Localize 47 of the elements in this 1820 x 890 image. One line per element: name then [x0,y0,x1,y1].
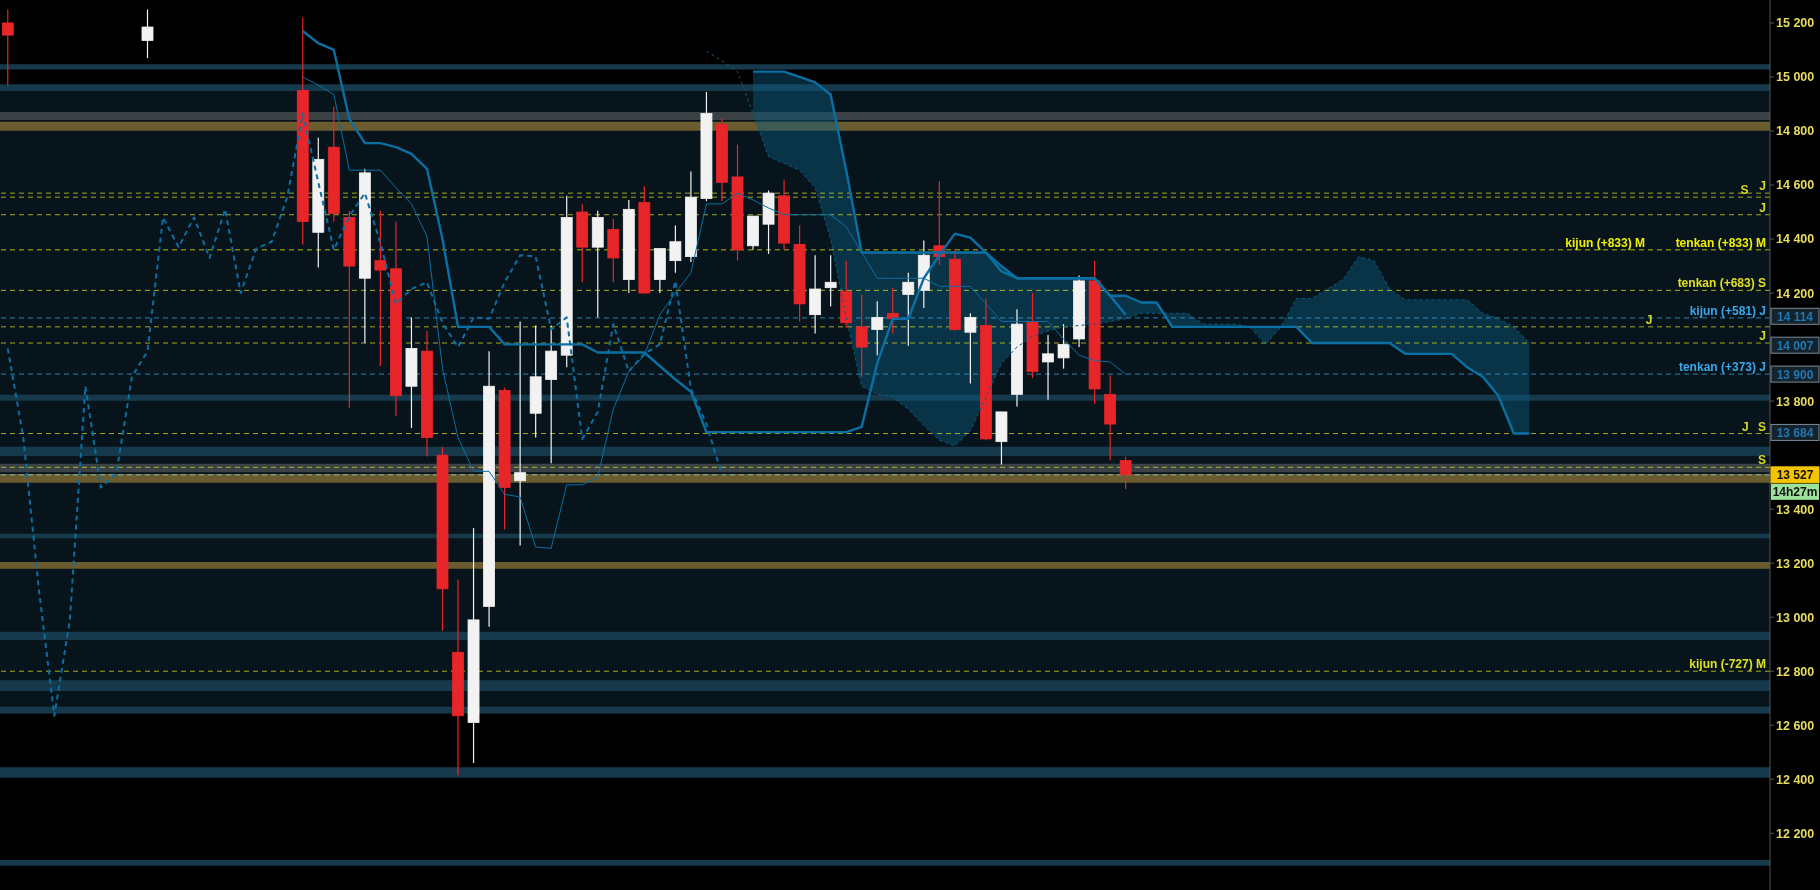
candlestick [871,300,884,356]
y-tick-label: 15 000 [1776,70,1815,85]
y2-tick-label: 14 007 [1776,338,1814,353]
y-tick-label: 14 600 [1776,178,1815,193]
candlestick [669,224,682,274]
ref-line-label: tenkan (+833) M [1675,235,1766,250]
y-tick-label: 13 000 [1776,610,1815,625]
candlestick [1,8,14,86]
ref-line-label: S [1757,453,1766,468]
ref-line-label: J [1645,312,1653,327]
y-tick-label: 14 200 [1776,286,1815,301]
y-tick-label: 14 800 [1776,124,1815,139]
y-tick-label: 14 400 [1776,232,1815,247]
y2-tick-label: 14 114 [1776,309,1814,324]
ref-line-label: tenkan (+683) S [1677,276,1766,291]
candlestick [374,210,387,367]
y2-tick-label: 13 684 [1776,425,1814,440]
ref-line-label: S [1757,419,1766,434]
y-tick-label: 12 800 [1776,664,1815,679]
ref-line-label: J [1759,200,1766,215]
candlestick [855,293,868,378]
y-tick-label: 12 600 [1776,718,1815,733]
ref-line-label: J [1759,179,1766,194]
y-tick-label: 12 200 [1776,826,1815,841]
candlestick [1057,323,1070,370]
y2-tick-label: 13 527 [1776,468,1814,483]
ref-line-label: tenkan (+373) J [1678,360,1766,375]
ref-line-label: S [1740,183,1749,198]
candlestick [964,312,977,385]
candlestick [514,320,527,547]
y-tick-label: 15 200 [1776,16,1815,31]
candlestick [1042,334,1054,401]
y-tick-label: 13 800 [1776,394,1815,409]
text: 14h27m [1772,485,1818,500]
annotation: J [1741,419,1749,434]
ref-line-label: kijun (-727) M [1689,657,1766,672]
annotation: kijun (+833) M [1565,235,1645,250]
candlestick [902,272,915,347]
y-tick-label: 13 200 [1776,556,1815,571]
ref-line-label: kijun (+581) J [1689,303,1766,318]
y-tick-label: 13 400 [1776,502,1815,517]
candlestick [824,254,837,308]
candlestick [1119,455,1132,490]
y2-tick-label: 13 900 [1776,367,1814,382]
candlestick [141,8,154,59]
y-tick-label: 12 400 [1776,772,1815,787]
ref-line-label: J [1759,329,1766,344]
